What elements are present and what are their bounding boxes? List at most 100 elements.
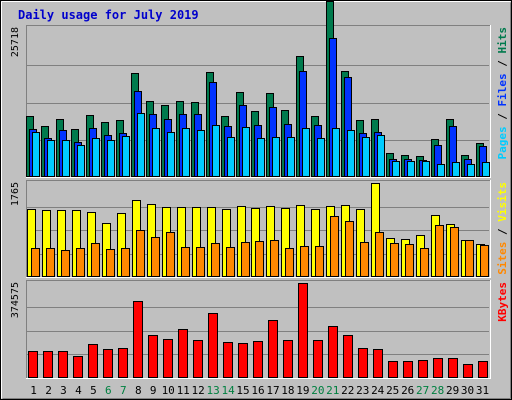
x-tick-label-day-23: 23: [356, 384, 369, 397]
x-tick-label-day-26: 26: [401, 384, 414, 397]
bar-kbytes-day-18: [283, 340, 293, 378]
x-tick-label-day-21: 21: [326, 384, 339, 397]
bar-pages-day-31: [482, 162, 490, 177]
bar-sites-day-17: [270, 240, 279, 277]
bar-kbytes-day-3: [58, 351, 68, 378]
bar-pages-day-2: [47, 140, 55, 177]
bar-kbytes-day-21: [328, 326, 338, 378]
bar-sites-day-18: [285, 248, 294, 277]
bar-pages-day-19: [302, 128, 310, 177]
panel-visits-sites: 1765 Sites / Visits: [10, 180, 509, 278]
bar-sites-day-5: [91, 243, 100, 277]
y-max-label: 374575: [10, 282, 21, 318]
bar-kbytes-day-25: [388, 361, 398, 378]
x-tick-label-day-18: 18: [281, 384, 294, 397]
bar-pages-day-14: [227, 137, 235, 177]
x-tick-label-day-17: 17: [266, 384, 279, 397]
legend-entry-sites: Sites: [496, 242, 509, 275]
bar-sites-day-14: [226, 247, 235, 277]
bar-sites-day-9: [151, 237, 160, 277]
bar-pages-day-16: [257, 138, 265, 177]
bar-sites-day-1: [31, 248, 40, 277]
bar-pages-day-10: [167, 132, 175, 177]
x-tick-label-day-1: 1: [30, 384, 37, 397]
bar-pages-day-26: [407, 161, 415, 177]
bar-sites-day-24: [375, 232, 384, 277]
bar-kbytes-day-28: [433, 358, 443, 378]
x-axis-labels: 1 2 3 4 5 6 7 8 9 10 11 12 13 14 15 16 17 18 19 20 21 22 23 24 2…: [30, 384, 489, 397]
bar-pages-day-21: [332, 128, 340, 177]
x-tick-label-day-11: 11: [177, 384, 190, 397]
bar-kbytes-day-5: [88, 344, 98, 378]
x-tick-label-day-24: 24: [371, 384, 385, 397]
bar-pages-day-22: [347, 130, 355, 177]
bar-sites-day-19: [300, 246, 309, 277]
legend-separator: /: [496, 54, 509, 74]
bar-sites-day-22: [345, 221, 354, 277]
bar-kbytes-day-8: [133, 301, 143, 378]
bar-kbytes-day-13: [208, 313, 218, 378]
bar-kbytes-day-7: [118, 348, 128, 378]
chart-title: Daily usage for July 2019: [18, 8, 199, 22]
bar-kbytes-day-20: [313, 340, 323, 378]
bar-sites-day-25: [390, 243, 399, 277]
x-tick-label-day-20: 20: [311, 384, 324, 397]
bar-kbytes-day-15: [238, 343, 248, 378]
x-tick-label-day-14: 14: [221, 384, 235, 397]
legend-kbytes: KBytes: [496, 282, 509, 322]
legend-entry-visits: Visits: [496, 182, 509, 222]
bar-kbytes-day-6: [103, 349, 113, 378]
x-tick-label-day-29: 29: [446, 384, 459, 397]
bar-sites-day-2: [46, 248, 55, 277]
bar-pages-day-5: [92, 138, 100, 177]
bar-pages-day-12: [197, 130, 205, 177]
bar-sites-day-23: [360, 242, 369, 277]
bar-pages-day-24: [377, 135, 385, 177]
bar-pages-day-11: [182, 128, 190, 177]
bar-kbytes-day-14: [223, 342, 233, 378]
x-tick-label-day-6: 6: [105, 384, 112, 397]
bar-sites-day-6: [106, 249, 115, 277]
x-tick-label-day-15: 15: [236, 384, 249, 397]
bar-sites-day-10: [166, 232, 175, 277]
bar-pages-day-8: [137, 113, 145, 177]
bar-kbytes-day-10: [163, 339, 173, 378]
x-tick-label-day-13: 13: [206, 384, 219, 397]
bar-pages-day-13: [212, 125, 220, 177]
bar-kbytes-day-29: [448, 358, 458, 378]
bar-pages-day-7: [122, 136, 130, 177]
bar-sites-day-31: [480, 245, 489, 277]
bar-sites-day-27: [420, 248, 429, 277]
x-tick-label-day-8: 8: [135, 384, 142, 397]
bar-kbytes-day-16: [253, 341, 263, 378]
x-tick-label-day-22: 22: [341, 384, 354, 397]
bar-sites-day-16: [255, 241, 264, 277]
bar-pages-day-9: [152, 128, 160, 177]
panel-kbytes: 374575 KBytes: [10, 280, 509, 379]
bar-kbytes-day-30: [463, 364, 473, 378]
bar-pages-day-18: [287, 137, 295, 177]
bar-sites-day-11: [181, 247, 190, 277]
x-tick-label-day-19: 19: [296, 384, 309, 397]
bar-kbytes-day-22: [343, 335, 353, 378]
bar-sites-day-7: [121, 248, 130, 277]
bar-kbytes-day-4: [73, 356, 83, 378]
bar-kbytes-day-11: [178, 329, 188, 378]
bar-pages-day-6: [107, 140, 115, 177]
legend-separator: /: [496, 222, 509, 242]
x-tick-label-day-4: 4: [75, 384, 82, 397]
bar-sites-day-15: [241, 242, 250, 277]
x-tick-label-day-10: 10: [162, 384, 175, 397]
bar-pages-day-4: [77, 145, 85, 177]
bar-sites-day-13: [211, 243, 220, 277]
bar-sites-day-26: [405, 244, 414, 277]
x-tick-label-day-16: 16: [251, 384, 264, 397]
bar-kbytes-day-9: [148, 335, 158, 378]
bar-sites-day-29: [450, 227, 459, 277]
bar-sites-day-30: [465, 240, 474, 277]
bar-kbytes-day-17: [268, 320, 278, 378]
x-tick-label-day-30: 30: [461, 384, 474, 397]
bar-kbytes-day-31: [478, 361, 488, 378]
